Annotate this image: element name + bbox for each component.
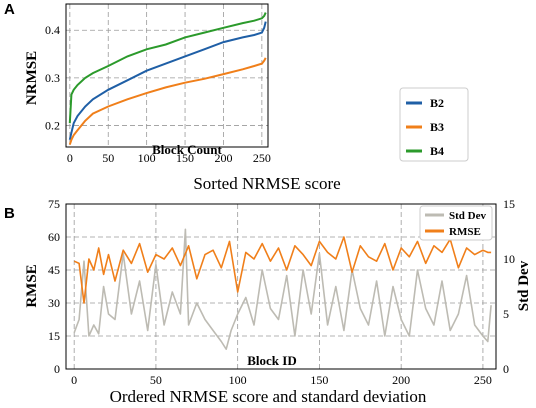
series-line-rmse [73,236,492,304]
panel-a-ytick-0.2: 0.2 [45,119,60,133]
panel-b-ytick-right-0: 0 [503,362,509,376]
panel-a-ytick-0.3: 0.3 [45,71,60,85]
panel-b-lines [73,228,492,351]
panel-b-ytick-right-10: 10 [503,252,515,266]
panel-b-xlabel: Block ID [247,353,296,368]
panel-b-xtick-150: 150 [310,373,328,387]
panel-a-caption: Sorted NRMSE score [193,174,340,193]
panel-a-xtick-100: 100 [138,151,156,165]
legend-b3-label: B3 [430,120,444,134]
legend-rmse-label: RMSE [449,226,481,238]
panel-a-xtick-200: 200 [214,151,232,165]
panel-a-gridlines [66,4,268,147]
series-line-std-dev [73,228,492,351]
panel-b-ylabel-right: Std Dev [516,260,532,311]
panel-b-xtick-100: 100 [229,373,247,387]
panel-b-ytick-left-75: 75 [48,197,60,211]
panel-b-xtick-0: 0 [71,373,77,387]
panel-a-xlabel: Block Count [152,142,222,157]
panel-b-caption: Ordered NRMSE score and standard deviati… [110,387,427,406]
panel-b-xticks: 0 50 100 150 200 250 [71,373,492,387]
series-line-b2 [68,21,267,141]
panel-b-ytick-left-15: 15 [48,329,60,343]
panel-b-yticks-right: 0 5 10 15 [503,197,515,376]
panel-b-legend: Std Dev RMSE [419,205,493,241]
panel-b-ytick-left-0: 0 [54,362,60,376]
panel-b-ytick-left-60: 60 [48,230,60,244]
legend-b2-label: B2 [430,96,444,110]
panel-b-ytick-right-15: 15 [503,197,515,211]
legend-stddev-label: Std Dev [449,210,486,222]
panel-a-xtick-50: 50 [102,151,114,165]
panel-a-xtick-0: 0 [67,151,73,165]
panel-a-frame [65,3,269,148]
panel-a-ylabel: NRMSE [24,51,40,105]
panel-b-xtick-50: 50 [150,373,162,387]
panel-b-xtick-200: 200 [392,373,410,387]
series-line-b4 [68,12,267,124]
panel-a-yticks: 0.2 0.3 0.4 [45,23,60,132]
panel-a-ytick-0.4: 0.4 [45,23,60,37]
legend-b4-label: B4 [430,144,444,158]
series-line-b3 [68,57,267,145]
panel-a-lines [68,12,267,145]
panel-b-ytick-left-30: 30 [48,296,60,310]
panel-b-ylabel-left: RMSE [24,264,40,307]
panel-a-legend: B2 B3 B4 [399,87,469,162]
panel-a-xtick-250: 250 [253,151,271,165]
panel-b-yticks-left: 0 15 30 45 60 75 [48,197,60,376]
panel-b-xtick-250: 250 [474,373,492,387]
panel-a-xtick-150: 150 [176,151,194,165]
panel-b-ytick-left-45: 45 [48,263,60,277]
panel-b-frame [65,203,497,370]
panel-b-label: B [4,205,15,222]
panel-a-xticks: 0 50 100 150 200 250 [67,151,271,165]
panel-b-ytick-right-5: 5 [503,307,509,321]
panel-a-label: A [4,1,15,18]
panel-b-gridlines [66,203,496,370]
